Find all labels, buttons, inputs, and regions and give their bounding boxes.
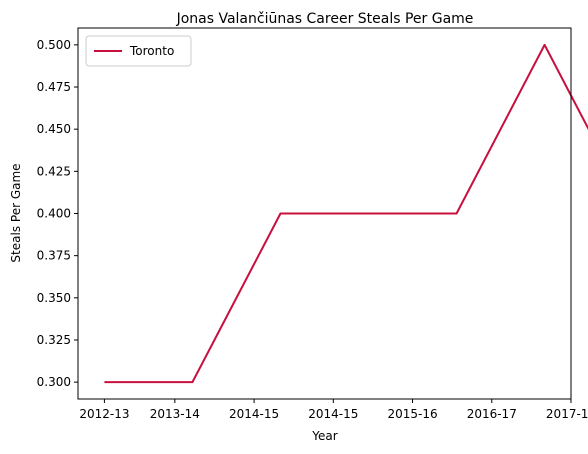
x-tick-label: 2014-15 — [229, 407, 279, 421]
y-tick-label: 0.500 — [37, 38, 71, 52]
data-point — [456, 213, 458, 215]
y-tick-label: 0.475 — [37, 80, 71, 94]
x-tick-label: 2015-16 — [387, 407, 437, 421]
chart-title: Jonas Valančiūnas Career Steals Per Game — [176, 11, 474, 27]
x-tick-label: 2012-13 — [79, 407, 129, 421]
y-axis-label: Steals Per Game — [9, 163, 23, 262]
x-axis: 2012-13 2013-14 2014-15 2014-15 2015-16 2016-… — [79, 399, 588, 421]
y-tick-label: 0.300 — [37, 375, 71, 389]
x-tick-label: 2016-17 — [467, 407, 517, 421]
data-point — [544, 44, 546, 46]
x-tick-label: 2013-14 — [150, 407, 200, 421]
x-axis-label: Year — [311, 429, 337, 443]
x-tick-label: 2014-15 — [308, 407, 358, 421]
y-tick-label: 0.400 — [37, 207, 71, 221]
y-tick-label: 0.350 — [37, 291, 71, 305]
legend-box — [85, 35, 192, 67]
series-line-toronto — [104, 43, 588, 384]
y-axis: 0.300 0.325 0.350 0.375 0.400 0.425 0.450 0.475… — [37, 38, 78, 389]
series-layer — [103, 43, 588, 384]
data-point — [191, 381, 193, 383]
y-tick-label: 0.425 — [37, 164, 71, 178]
y-tick-label: 0.375 — [37, 249, 71, 263]
x-tick-label: 2017-18 — [546, 407, 588, 421]
legend: Toronto — [85, 35, 192, 67]
y-tick-label: 0.325 — [37, 333, 71, 347]
data-point — [368, 213, 370, 215]
plot-frame — [77, 27, 572, 400]
legend-label-toronto: Toronto — [129, 44, 174, 58]
data-point — [103, 381, 105, 383]
data-point — [279, 213, 281, 215]
y-tick-label: 0.450 — [37, 122, 71, 136]
